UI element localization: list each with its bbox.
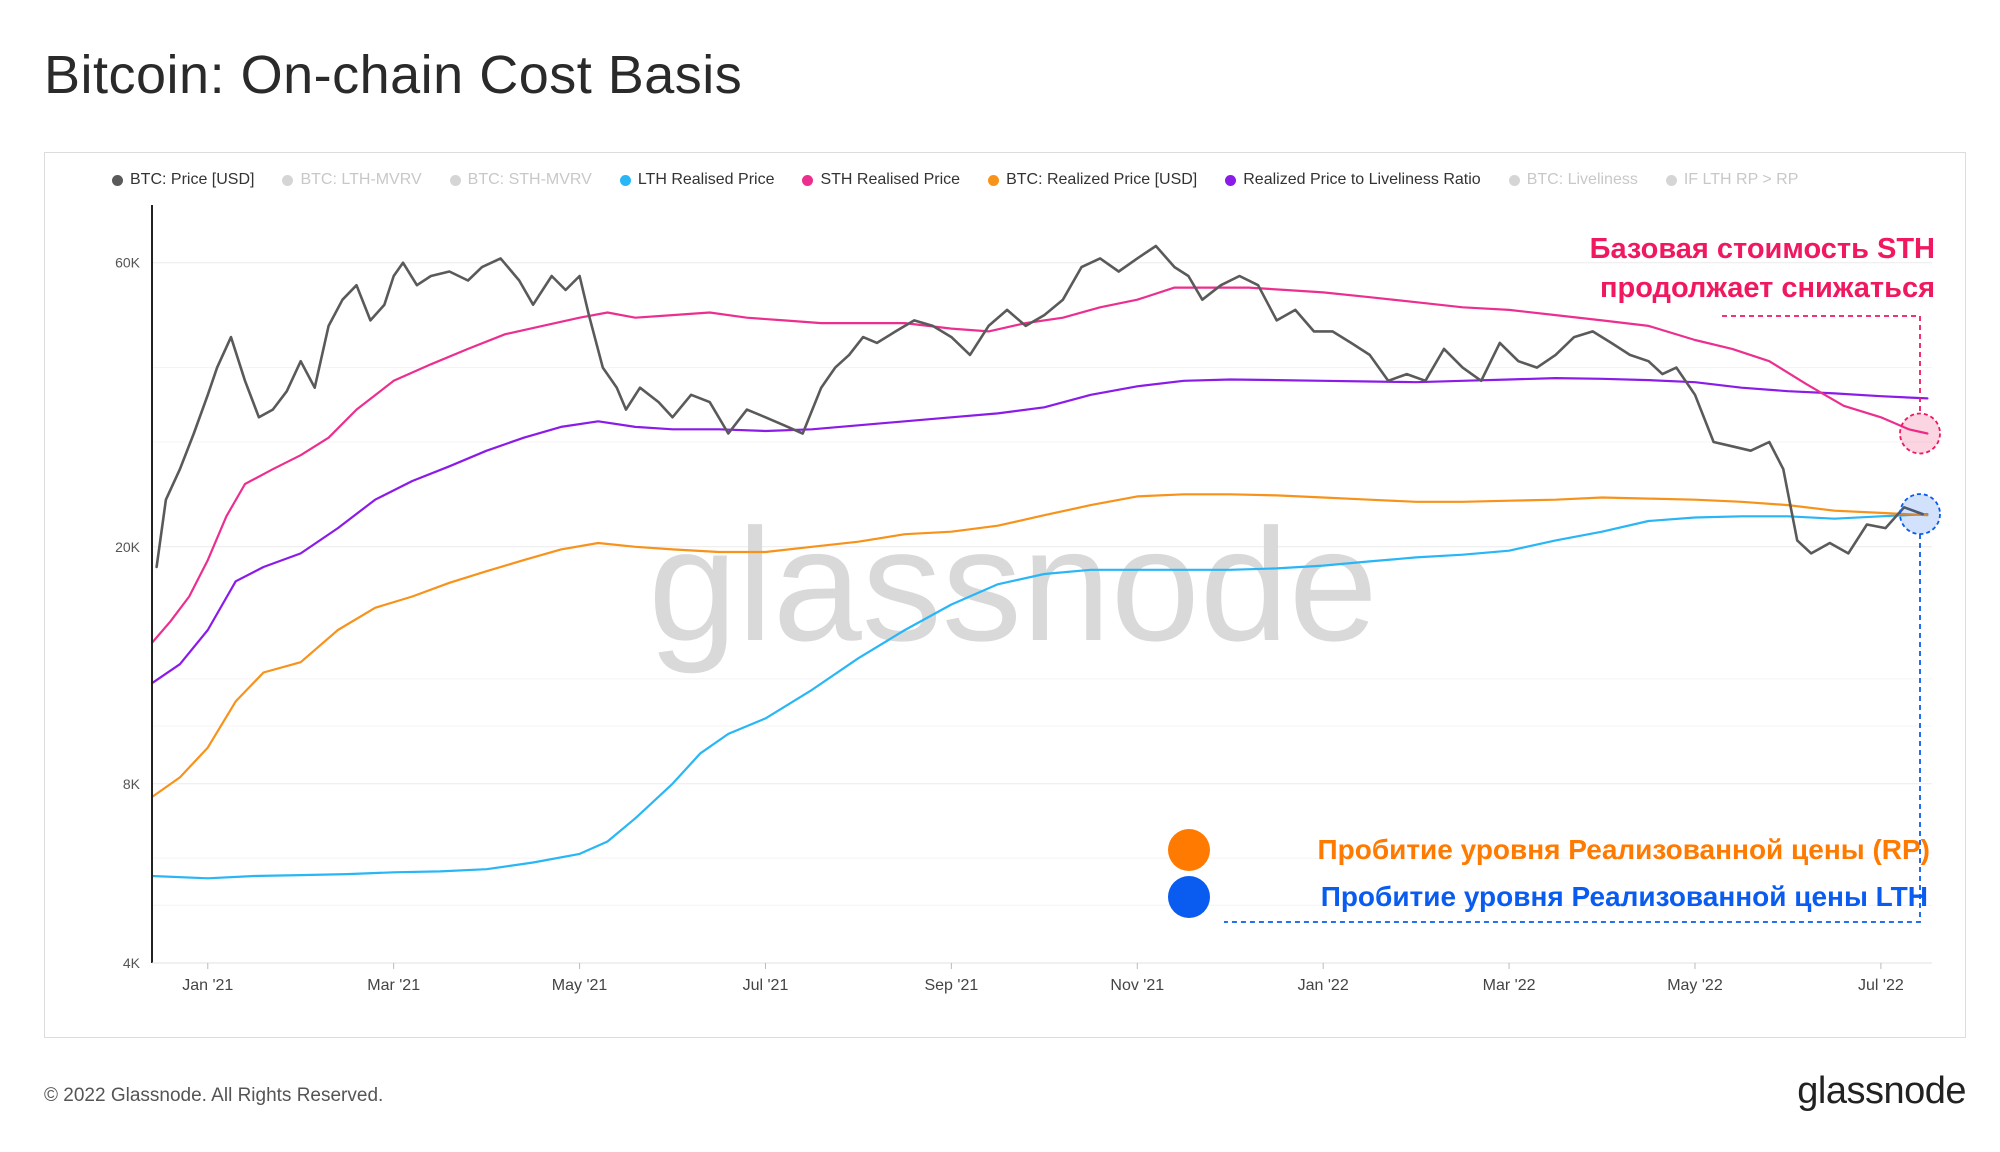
footer-logo: glassnode bbox=[1797, 1070, 1966, 1112]
legend-item[interactable]: BTC: LTH-MVRV bbox=[282, 171, 422, 189]
x-tick-label: Jan '21 bbox=[182, 977, 233, 994]
legend-item[interactable]: BTC: Price [USD] bbox=[112, 171, 254, 189]
y-tick-label: 60K bbox=[115, 255, 141, 271]
legend-label: STH Realised Price bbox=[820, 171, 961, 188]
lth-highlight-circle bbox=[1899, 493, 1941, 535]
series-line bbox=[150, 377, 1929, 685]
legend-item[interactable]: IF LTH RP > RP bbox=[1665, 171, 1799, 189]
legend-dot-icon bbox=[1665, 174, 1677, 186]
axes: 4K 8K 20K 60K Jan '21 Mar '21 May '21 Jul '21 Se… bbox=[115, 205, 1932, 994]
rp-legend-dot-icon bbox=[1168, 829, 1210, 871]
legend-dot-icon bbox=[449, 174, 461, 186]
legend-dot-icon bbox=[988, 174, 1000, 186]
x-tick-label: Nov '21 bbox=[1110, 977, 1164, 994]
series-line bbox=[150, 286, 1929, 644]
x-tick-label: Jul '22 bbox=[1858, 977, 1904, 994]
legend-dot-icon bbox=[1225, 174, 1237, 186]
y-tick-label: 8K bbox=[123, 776, 141, 792]
annotation-rp-break: Пробитие уровня Реализованной цены (RP) bbox=[1318, 834, 1931, 865]
legend-item[interactable]: BTC: Realized Price [USD] bbox=[988, 171, 1197, 189]
legend-dot-icon bbox=[282, 174, 294, 186]
y-tick-label: 20K bbox=[115, 539, 141, 555]
lth-leader-line bbox=[1224, 534, 1921, 923]
series-line bbox=[150, 512, 1929, 880]
lth-legend-dot-icon bbox=[1168, 876, 1210, 918]
chart-panel bbox=[44, 152, 1966, 1038]
x-tick-label: Mar '22 bbox=[1483, 977, 1536, 994]
annotation-lth-break: Пробитие уровня Реализованной цены LTH bbox=[1321, 881, 1928, 912]
legend-label: BTC: Realized Price [USD] bbox=[1006, 171, 1198, 188]
legend-label: BTC: Liveliness bbox=[1526, 171, 1638, 188]
legend-item[interactable]: Realized Price to Liveliness Ratio bbox=[1225, 171, 1481, 189]
chart-title: Bitcoin: On-chain Cost Basis bbox=[44, 45, 743, 105]
annotation-sth-line1: Базовая стоимость STH bbox=[1590, 233, 1935, 265]
legend-label: BTC: Price [USD] bbox=[130, 171, 255, 188]
x-tick-label: Jan '22 bbox=[1298, 977, 1349, 994]
legend-dot-icon bbox=[802, 174, 814, 186]
x-tick-label: May '22 bbox=[1667, 977, 1723, 994]
series-line bbox=[155, 244, 1924, 569]
legend-label: LTH Realised Price bbox=[637, 171, 775, 188]
legend-item[interactable]: LTH Realised Price bbox=[619, 171, 775, 189]
series-line bbox=[150, 493, 1929, 799]
legend-label: Realized Price to Liveliness Ratio bbox=[1243, 171, 1481, 188]
x-tick-label: Jul '21 bbox=[743, 977, 789, 994]
legend-dot-icon bbox=[112, 174, 123, 186]
legend-label: BTC: LTH-MVRV bbox=[300, 171, 422, 188]
x-tick-label: Mar '21 bbox=[367, 977, 420, 994]
x-tick-label: May '21 bbox=[552, 977, 608, 994]
y-tick-label: 4K bbox=[123, 955, 141, 971]
legend-label: IF LTH RP > RP bbox=[1683, 171, 1799, 188]
legend-item[interactable]: BTC: Liveliness bbox=[1508, 171, 1638, 189]
footer-copyright: © 2022 Glassnode. All Rights Reserved. bbox=[44, 1085, 384, 1106]
series-group bbox=[150, 244, 1929, 880]
sth-highlight-circle bbox=[1899, 412, 1941, 455]
legend-dot-icon bbox=[619, 174, 631, 186]
sth-leader-line bbox=[1722, 315, 1921, 414]
annotation-sth-line2: продолжает снижаться bbox=[1600, 272, 1935, 304]
watermark-text: glassnode bbox=[648, 495, 1377, 674]
legend-item[interactable]: STH Realised Price bbox=[802, 171, 960, 189]
legend-dot-icon bbox=[1508, 174, 1520, 186]
x-tick-label: Sep '21 bbox=[924, 977, 978, 994]
annotations-layer: Базовая стоимость STH продолжает снижатьс… bbox=[1168, 233, 1941, 923]
legend-item[interactable]: BTC: STH-MVRV bbox=[449, 171, 592, 189]
legend-label: BTC: STH-MVRV bbox=[467, 171, 592, 188]
legend: BTC: Price [USD] BTC: LTH-MVRV BTC: STH-MV… bbox=[112, 166, 1962, 194]
